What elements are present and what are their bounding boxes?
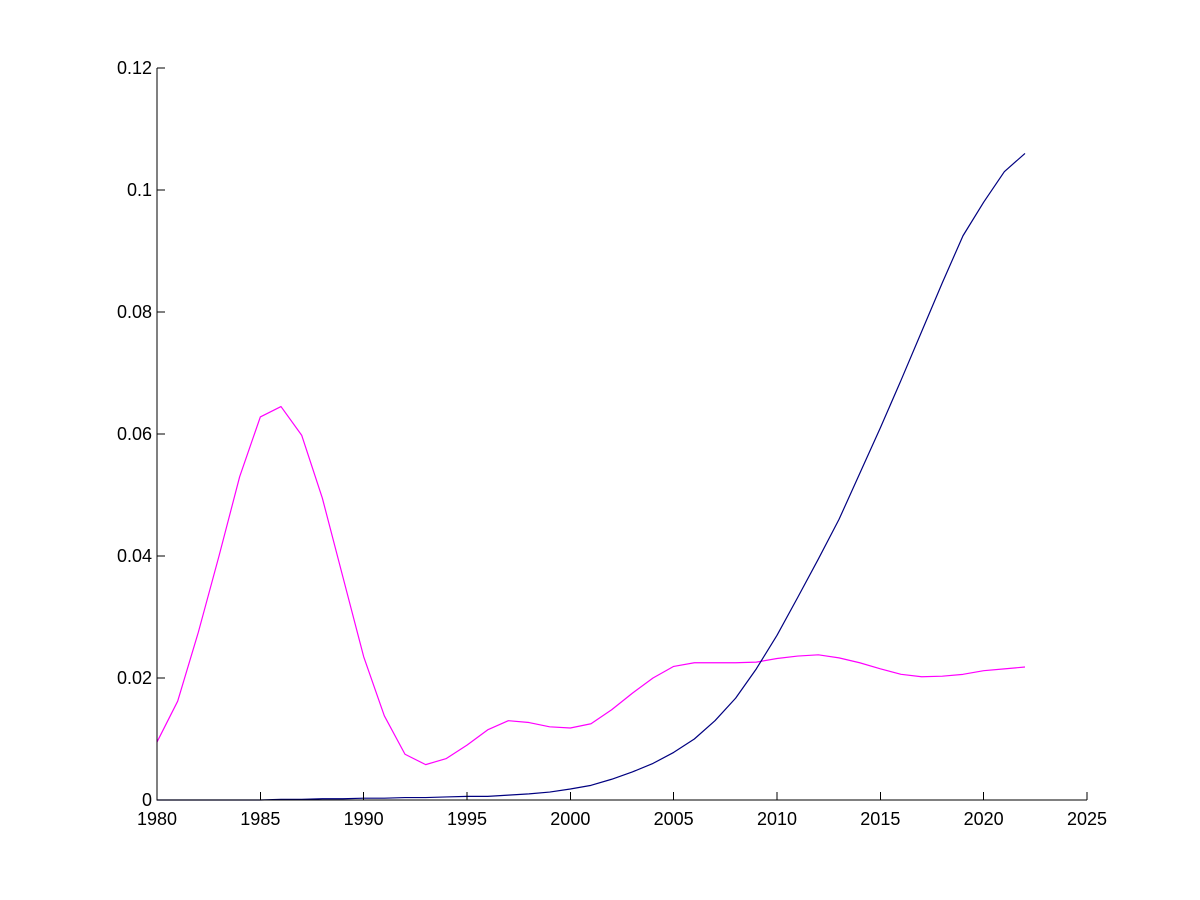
x-tick-label: 2020 [964, 809, 1004, 829]
x-tick-label: 2015 [860, 809, 900, 829]
y-tick-label: 0.02 [117, 668, 152, 688]
y-tick-label: 0.1 [127, 180, 152, 200]
plot-area: 1980 1985 1990 1995 2000 2005 2010 2015 2020 2025… [117, 58, 1107, 829]
x-tick-label: 1995 [447, 809, 487, 829]
series-layer [156, 152, 1026, 801]
series-line-1 [156, 405, 1026, 766]
x-axis: 1980 1985 1990 1995 2000 2005 2010 2015 2020 2025 [137, 792, 1107, 829]
x-tick-label: 2000 [550, 809, 590, 829]
y-tick-label: 0.06 [117, 424, 152, 444]
x-tick-label: 1985 [240, 809, 280, 829]
y-tick-label: 0.08 [117, 302, 152, 322]
x-tick-label: 1980 [137, 809, 177, 829]
x-tick-label: 2025 [1067, 809, 1107, 829]
y-axis: 0 0.02 0.04 0.06 0.08 0.1 0.12 [117, 58, 165, 810]
x-tick-label: 2005 [654, 809, 694, 829]
x-tick-label: 1990 [344, 809, 384, 829]
y-tick-label: 0.04 [117, 546, 152, 566]
y-tick-label: 0 [142, 790, 152, 810]
x-tick-label: 2010 [757, 809, 797, 829]
series-line-2 [157, 152, 1026, 801]
y-tick-label: 0.12 [117, 58, 152, 78]
